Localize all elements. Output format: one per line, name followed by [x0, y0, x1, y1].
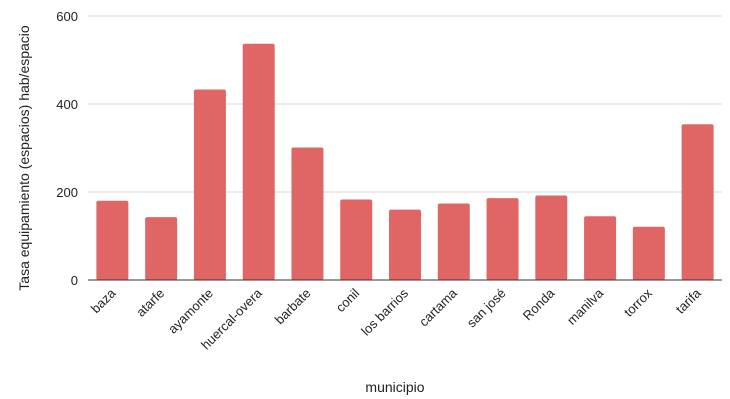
bar-manilva [584, 216, 617, 280]
bar-tarifa [681, 124, 714, 281]
bar-torrox [632, 226, 665, 280]
x-axis-title: municipio [365, 379, 424, 395]
x-tick-label: tarifa [673, 285, 705, 317]
y-tick-label: 200 [56, 185, 78, 200]
bar-huercal-overa [242, 43, 275, 280]
y-axis-title: Tasa equipamiento (espacios) hab/espacio [16, 25, 32, 291]
y-tick-label: 600 [56, 9, 78, 24]
bar-ronda [535, 195, 568, 280]
x-tick-label: torrox [621, 285, 655, 319]
x-tick-label: conil [333, 285, 363, 315]
x-tick-label: Ronda [520, 285, 558, 323]
x-tick-label: san josé [464, 286, 509, 331]
y-tick-label: 0 [71, 273, 78, 288]
x-tick-label: atarfe [133, 286, 167, 320]
bar-ayamonte [193, 89, 226, 280]
bar-cartama [437, 203, 470, 280]
x-tick-label: manilva [564, 285, 607, 328]
y-tick-labels: 0 200 400 600 [56, 9, 78, 288]
gridlines [88, 15, 722, 193]
x-tick-label: los barrios [358, 285, 411, 338]
x-tick-label: barbate [272, 286, 314, 328]
y-tick-label: 400 [56, 97, 78, 112]
bar-los-barrios [389, 209, 421, 280]
bar-baza [96, 200, 129, 280]
x-tick-label: baza [88, 285, 119, 316]
bar-san-josé [486, 198, 519, 280]
x-tick-label: ayamonte [165, 286, 216, 337]
x-tick-label: cartama [416, 285, 460, 329]
bar-conil [340, 199, 373, 280]
bar-atarfe [145, 217, 178, 280]
bars [96, 43, 714, 281]
bar-barbate [291, 147, 324, 280]
